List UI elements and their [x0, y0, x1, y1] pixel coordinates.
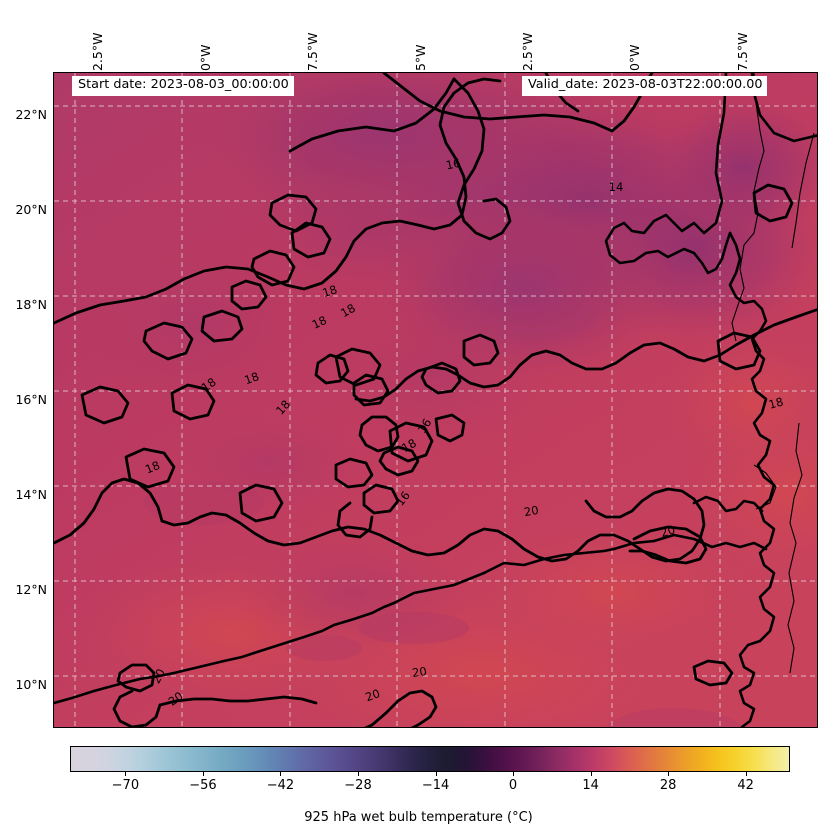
colorbar-tick — [745, 772, 747, 776]
colorbar-tick — [435, 772, 437, 776]
y-tick-label: 12°N — [15, 582, 47, 598]
contour-label: 18 — [143, 458, 162, 476]
contour-label: 20 — [659, 522, 677, 540]
start-date-annotation: Start date: 2023-08-03_00:00:00 — [72, 76, 294, 96]
contour-label: 16 — [415, 416, 435, 436]
coastline-main — [54, 73, 817, 727]
colorbar-tick-label: −14 — [421, 778, 450, 793]
map-axes: 1416181818181818181818181816162020202020… — [53, 72, 818, 728]
contour-label: 16 — [445, 156, 462, 173]
contour-label: 14 — [609, 180, 624, 194]
y-tick-label: 16°N — [15, 392, 47, 407]
colorbar[interactable]: −70 −56 −42 −28 −14 0 14 28 42 — [70, 746, 790, 793]
valid-date-annotation: Valid_date: 2023-08-03T22:00:00.00 — [522, 76, 768, 96]
colorbar-tick-label: 42 — [737, 778, 754, 793]
colorbar-gradient — [70, 746, 790, 772]
y-tick-label: 14°N — [15, 487, 47, 503]
contour-label: 18 — [242, 369, 261, 387]
contour-label: 20 — [166, 689, 186, 709]
contour-label: 20 — [411, 664, 427, 680]
contour-label: 18 — [338, 301, 358, 320]
colorbar-tick-label: 14 — [582, 778, 599, 793]
contour-label: 18 — [321, 282, 339, 300]
colorbar-tick-label: 28 — [659, 778, 677, 793]
contour-label: 20 — [523, 503, 540, 519]
map-svg: 1416181818181818181818181816162020202020… — [54, 73, 817, 727]
colorbar-label: 925 hPa wet bulb temperature (°C) — [304, 810, 533, 825]
colorbar-tick — [358, 772, 359, 776]
colorbar-tick — [202, 772, 204, 776]
y-tick-label: 20°N — [15, 201, 47, 217]
contour-labels: 1416181818181818181818181816162020202020… — [143, 156, 785, 709]
contour-20 — [54, 477, 734, 727]
colorbar-tick-label: 0 — [508, 778, 518, 793]
map-clip: 1416181818181818181818181816162020202020… — [54, 73, 817, 727]
colorbar-tick-label: −70 — [111, 778, 140, 793]
colorbar-tick — [668, 772, 670, 776]
colorbar-tick-label: −42 — [266, 778, 295, 793]
contour-label: 18 — [399, 436, 419, 455]
colorbar-tick — [280, 772, 282, 776]
contour-label: 20 — [363, 686, 382, 704]
colorbar-tick — [590, 772, 592, 776]
colorbar-tick-label: −56 — [189, 778, 217, 793]
colorbar-tick — [125, 772, 127, 776]
colorbar-tick — [513, 772, 515, 776]
y-tick-label: 18°N — [15, 296, 47, 312]
colorbar-tick-label: −28 — [344, 778, 372, 793]
contour-label: 18 — [767, 394, 785, 411]
y-tick-label: 10°N — [15, 677, 47, 693]
contour-label: 18 — [199, 375, 219, 395]
contour-label: 18 — [310, 313, 329, 332]
contour-label: 20 — [149, 666, 168, 685]
y-tick-label: 22°N — [15, 106, 47, 122]
